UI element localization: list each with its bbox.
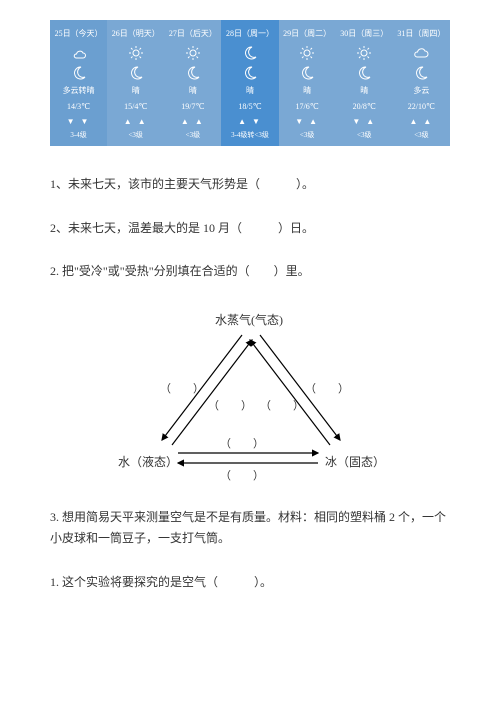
forecast-wind: <3级 (166, 130, 219, 140)
diagram-blank: （ ） (220, 435, 264, 451)
forecast-arrows: ▼ ▲ (338, 117, 391, 126)
diagram-blank: （ ） (160, 380, 204, 396)
forecast-desc: 晴 (166, 85, 219, 96)
diagram-label-right: 冰（固态） (325, 453, 385, 470)
forecast-date: 29日（周二） (281, 28, 334, 39)
forecast-temp: 15/4℃ (109, 102, 162, 111)
forecast-temp: 20/8℃ (338, 102, 391, 111)
forecast-temp: 18/5℃ (223, 102, 276, 111)
forecast-day: 27日（后天） 晴 19/7℃ ▲ ▲ <3级 (164, 20, 221, 146)
diagram-label-left: 水（液态） (118, 453, 178, 470)
weather-icon-night (281, 65, 334, 81)
weather-icon-night (395, 65, 448, 81)
weather-icon-night (52, 65, 105, 81)
weather-icon-night (223, 65, 276, 81)
forecast-arrows: ▲ ▼ (223, 117, 276, 126)
weather-icon (338, 45, 391, 61)
question-1-1: 1、未来七天，该市的主要天气形势是（ ）。 (50, 174, 450, 196)
question-3: 3. 想用简易天平来测量空气是不是有质量。材料：相同的塑料桶 2 个，一个小皮球… (50, 507, 450, 550)
forecast-wind: <3级 (395, 130, 448, 140)
diagram-blank: （ ） (220, 467, 264, 483)
question-3-1: 1. 这个实验将要探究的是空气（ ）。 (50, 572, 450, 594)
forecast-date: 27日（后天） (166, 28, 219, 39)
forecast-temp: 14/3℃ (52, 102, 105, 111)
forecast-wind: <3级 (281, 130, 334, 140)
forecast-wind: <3级 (109, 130, 162, 140)
weather-icon-night (166, 65, 219, 81)
weather-icon (281, 45, 334, 61)
forecast-desc: 晴 (223, 85, 276, 96)
weather-icon (52, 45, 105, 61)
forecast-day: 29日（周二） 晴 17/6℃ ▼ ▲ <3级 (279, 20, 336, 146)
forecast-temp: 19/7℃ (166, 102, 219, 111)
phase-diagram: 水蒸气(气态) 水（液态） 冰（固态） （ ） （ ） （ ） （ ） （ ） … (100, 305, 400, 485)
forecast-arrows: ▼ ▲ (281, 117, 334, 126)
diagram-blank: （ ） (305, 380, 349, 396)
forecast-temp: 17/6℃ (281, 102, 334, 111)
forecast-date: 31日（周四） (395, 28, 448, 39)
question-1-2: 2、未来七天，温差最大的是 10 月（ ）日。 (50, 218, 450, 240)
forecast-date: 26日（明天） (109, 28, 162, 39)
forecast-date: 30日（周三） (338, 28, 391, 39)
weather-icon (166, 45, 219, 61)
forecast-date: 25日（今天） (52, 28, 105, 39)
diagram-blank: （ ） (260, 397, 304, 413)
forecast-day: 26日（明天） 晴 15/4℃ ▲ ▲ <3级 (107, 20, 164, 146)
forecast-desc: 晴 (338, 85, 391, 96)
weather-forecast: 25日（今天） 多云转晴 14/3℃ ▼ ▼ 3-4级 26日（明天） 晴 15/4℃ ▲ ▲… (50, 20, 450, 146)
question-2: 2. 把"受冷"或"受热"分别填在合适的（ ）里。 (50, 261, 450, 283)
forecast-arrows: ▼ ▼ (52, 117, 105, 126)
forecast-day: 25日（今天） 多云转晴 14/3℃ ▼ ▼ 3-4级 (50, 20, 107, 146)
forecast-arrows: ▲ ▲ (395, 117, 448, 126)
forecast-temp: 22/10℃ (395, 102, 448, 111)
diagram-label-top: 水蒸气(气态) (215, 311, 283, 328)
forecast-desc: 晴 (109, 85, 162, 96)
weather-icon (223, 45, 276, 61)
forecast-date: 28日（周一） (223, 28, 276, 39)
forecast-desc: 多云转晴 (52, 85, 105, 96)
forecast-desc: 晴 (281, 85, 334, 96)
forecast-day: 28日（周一） 晴 18/5℃ ▲ ▼ 3-4级转<3级 (221, 20, 278, 146)
weather-icon-night (338, 65, 391, 81)
forecast-day: 31日（周四） 多云 22/10℃ ▲ ▲ <3级 (393, 20, 450, 146)
forecast-wind: 3-4级转<3级 (223, 130, 276, 140)
forecast-wind: <3级 (338, 130, 391, 140)
weather-icon (395, 45, 448, 61)
forecast-arrows: ▲ ▲ (166, 117, 219, 126)
diagram-blank: （ ） (208, 397, 252, 413)
forecast-wind: 3-4级 (52, 130, 105, 140)
forecast-arrows: ▲ ▲ (109, 117, 162, 126)
weather-icon (109, 45, 162, 61)
forecast-day: 30日（周三） 晴 20/8℃ ▼ ▲ <3级 (336, 20, 393, 146)
forecast-desc: 多云 (395, 85, 448, 96)
weather-icon-night (109, 65, 162, 81)
